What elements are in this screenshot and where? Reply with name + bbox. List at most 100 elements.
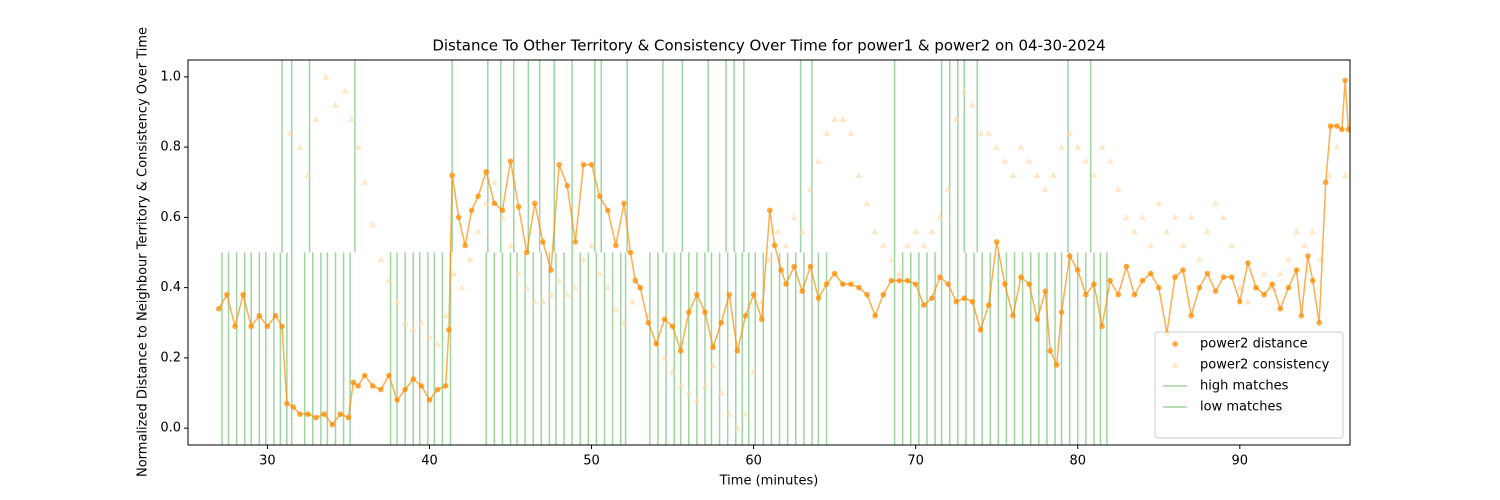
distance-point xyxy=(937,274,943,280)
consistency-point xyxy=(733,424,741,431)
distance-point xyxy=(305,411,311,417)
distance-point xyxy=(507,158,514,164)
consistency-point xyxy=(1090,171,1098,179)
consistency-point xyxy=(1009,171,1017,179)
consistency-point xyxy=(1244,298,1252,305)
distance-point xyxy=(888,277,895,284)
consistency-point xyxy=(588,241,596,249)
distance-point xyxy=(1010,312,1016,319)
distance-point xyxy=(1107,277,1113,284)
consistency-point xyxy=(1171,213,1179,221)
distance-point xyxy=(442,383,449,389)
consistency-point xyxy=(1130,227,1138,235)
legend-marker xyxy=(1172,341,1178,347)
distance-point xyxy=(449,172,455,179)
distance-point xyxy=(540,239,546,245)
distance-point xyxy=(726,291,733,298)
distance-point xyxy=(1155,284,1162,291)
distance-point xyxy=(1034,316,1041,323)
distance-point xyxy=(378,386,384,393)
distance-point xyxy=(1245,260,1251,266)
distance-point xyxy=(1293,267,1300,273)
distance-point xyxy=(426,397,433,403)
consistency-point xyxy=(1025,157,1033,164)
distance-point xyxy=(945,281,951,287)
distance-point xyxy=(778,267,784,273)
consistency-point xyxy=(348,115,356,122)
distance-point xyxy=(468,207,475,214)
legend-label: high matches xyxy=(1200,379,1289,394)
consistency-point xyxy=(482,199,490,207)
x-axis-label: Time (minutes) xyxy=(719,474,819,489)
distance-point xyxy=(1285,284,1292,291)
consistency-point xyxy=(1155,199,1163,207)
consistency-point xyxy=(895,270,903,277)
distance-point xyxy=(313,414,319,421)
plot-marks xyxy=(215,60,1350,445)
distance-point xyxy=(1047,348,1053,354)
consistency-point xyxy=(701,382,709,389)
consistency-point xyxy=(604,284,612,291)
distance-point xyxy=(880,291,887,298)
consistency-point xyxy=(385,277,393,284)
distance-point xyxy=(953,298,959,305)
consistency-point xyxy=(1163,227,1171,235)
distance-point xyxy=(864,291,870,298)
distance-point xyxy=(290,404,297,410)
distance-point xyxy=(1188,312,1194,319)
consistency-point xyxy=(887,256,895,263)
consistency-point xyxy=(312,115,320,122)
consistency-point xyxy=(620,319,628,326)
distance-point xyxy=(596,193,603,200)
distance-point xyxy=(1327,123,1334,129)
distance-point xyxy=(410,376,417,382)
consistency-point xyxy=(1058,143,1066,150)
consistency-point xyxy=(1098,143,1106,150)
consistency-point xyxy=(1203,227,1211,235)
distance-point xyxy=(677,348,684,354)
distance-point xyxy=(742,312,749,319)
consistency-point xyxy=(725,410,733,417)
distance-point xyxy=(215,305,222,312)
distance-point xyxy=(771,242,778,249)
consistency-point xyxy=(823,129,831,136)
consistency-point xyxy=(539,298,547,305)
distance-point xyxy=(491,200,498,207)
legend-marker xyxy=(1171,361,1179,368)
legend: power2 distance power2 consistency high ma… xyxy=(1154,331,1344,439)
consistency-point xyxy=(968,101,976,108)
distance-point xyxy=(297,411,303,417)
consistency-point xyxy=(596,270,604,277)
distance-point xyxy=(548,267,554,273)
distance-point xyxy=(1196,284,1203,291)
consistency-point xyxy=(985,129,993,136)
distance-point xyxy=(848,281,854,287)
distance-point xyxy=(1074,267,1081,273)
x-tick-label: 40 xyxy=(421,454,438,469)
consistency-point xyxy=(1317,256,1325,263)
distance-point xyxy=(1099,323,1105,330)
distance-point xyxy=(831,270,838,277)
consistency-point xyxy=(401,319,409,326)
consistency-point xyxy=(936,213,944,221)
consistency-point xyxy=(377,256,385,263)
consistency-point xyxy=(1341,171,1349,179)
distance-point xyxy=(434,386,441,393)
distance-point xyxy=(1316,319,1323,326)
consistency-point xyxy=(831,115,839,122)
distance-point xyxy=(455,214,462,221)
y-tick-label: 1.0 xyxy=(160,69,181,84)
distance-point xyxy=(1298,312,1305,319)
distance-point xyxy=(1204,270,1211,277)
consistency-point xyxy=(474,227,482,235)
consistency-point xyxy=(547,291,555,298)
distance-point xyxy=(1139,277,1146,284)
distance-point xyxy=(627,249,634,256)
distance-point xyxy=(929,295,935,301)
consistency-point xyxy=(685,389,693,396)
consistency-point xyxy=(1066,129,1074,136)
consistency-point xyxy=(879,241,887,249)
consistency-point xyxy=(369,220,377,228)
consistency-point xyxy=(322,73,330,80)
distance-point xyxy=(1339,126,1345,133)
